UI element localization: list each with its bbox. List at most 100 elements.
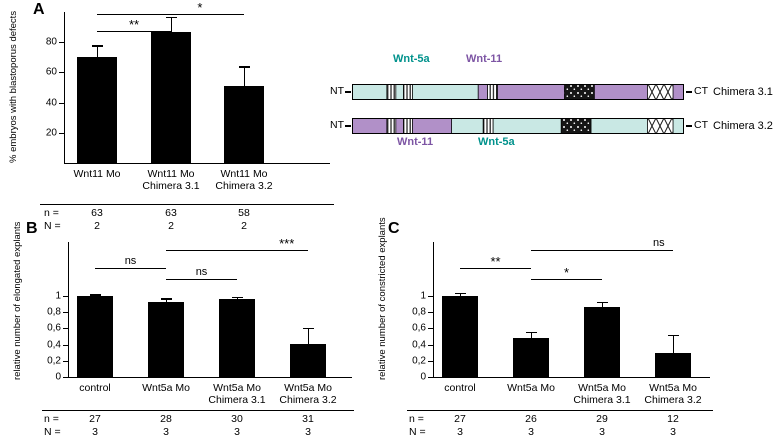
y-axis-line [64,12,65,164]
category-label: Wnt11 Mo [73,168,121,180]
error-bar-cap [454,292,466,295]
significance-line [531,250,673,252]
n-value: 12 [667,413,679,425]
error-bar-cap [231,296,243,299]
x-axis-line [433,377,710,378]
y-axis-line [433,242,434,378]
significance-line [460,268,531,270]
y-tick-label: 80 [45,36,57,48]
N-value: 3 [528,426,534,438]
n-row-label: n = [44,413,59,425]
ct-label-2: CT [694,119,708,131]
y-tick [63,360,68,362]
category-label: Wnt5a Mo [142,382,190,394]
N-value: 3 [670,426,676,438]
nt-dash-1 [345,91,351,93]
category-label: control [444,382,476,394]
error-bar-cap [596,301,608,304]
n-value: 31 [302,413,314,425]
construct-svg [352,118,684,134]
panel-b-label: B [26,220,38,237]
y-tick [63,328,68,330]
chart-constricted-explants: relative number of constricted explants 0… [365,217,778,443]
significance-label: * [197,0,203,15]
x-axis-line [64,163,330,164]
significance-label: * [563,265,570,280]
y-tick-label: 0,8 [412,306,426,318]
bar [290,343,326,377]
n-value: 26 [525,413,537,425]
error-bar-line [672,334,674,353]
chimera-3-1-name: Chimera 3.1 [713,86,773,98]
bar [224,85,264,163]
panel-a-label: A [33,1,45,18]
panel-c-label: C [388,220,400,237]
bar [77,57,117,163]
n-value: 63 [91,207,103,219]
y-tick [428,312,433,314]
y-tick [428,377,433,378]
n-value: 28 [160,413,172,425]
wnt5a-label-top: Wnt-5a [393,53,430,65]
y-tick-label: 0,4 [47,339,61,351]
construct-svg [352,84,684,100]
error-bar-cap [89,294,101,296]
y-tick-label: 0,4 [412,339,426,351]
y-tick-label: 0,2 [412,355,426,367]
y-tick [428,296,433,297]
y-axis-line [68,242,69,378]
error-bar-cap [525,331,537,334]
significance-line [166,250,308,252]
nt-dash-2 [345,125,351,127]
bar [77,296,113,377]
y-tick [59,132,64,134]
chimera-3-1-construct [352,84,684,100]
category-label: Wnt5a Mo Chimera 3.1 [573,382,631,406]
significance-label: ns [652,237,665,249]
category-label: Wnt11 Mo Chimera 3.2 [215,168,273,192]
y-tick [59,72,64,74]
y-tick [63,296,68,297]
N-row-label: N = [44,220,61,232]
y-tick [428,360,433,362]
error-bar-line [530,331,532,339]
N-value: 2 [241,220,247,232]
n-value: 58 [238,207,250,219]
y-tick-label: 0,8 [47,306,61,318]
y-axis-title: relative number of elongated explants [12,221,23,380]
error-bar-line [243,66,245,86]
bar [655,352,691,377]
chimera-3-2-name: Chimera 3.2 [713,120,773,132]
chimera-construct-diagram: Wnt-5a Wnt-11 NT CT Chimera 3.1 NT CT Ch… [330,40,778,162]
wnt5a-label-bottom: Wnt-5a [478,136,515,148]
y-tick [63,312,68,314]
N-value: 3 [92,426,98,438]
bar [219,299,255,377]
N-value: 3 [457,426,463,438]
y-tick-label: 1 [55,290,61,302]
y-tick [63,344,68,346]
y-tick-label: 40 [45,97,57,109]
category-label: Wnt5a Mo Chimera 3.2 [644,382,702,406]
error-bar-line [165,298,167,302]
y-axis-title: % embryos with blastoporus defects [8,10,19,163]
y-tick-label: 0,6 [412,322,426,334]
N-value: 2 [94,220,100,232]
N-value: 2 [168,220,174,232]
ct-label-1: CT [694,85,708,97]
y-tick [59,42,64,44]
category-label: Wnt5a Mo Chimera 3.2 [279,382,337,406]
wnt11-label-top: Wnt-11 [466,53,503,65]
error-bar-line [459,292,461,296]
N-value: 3 [305,426,311,438]
counts-rule [42,410,354,411]
significance-line [166,279,237,281]
n-value: 30 [231,413,243,425]
error-bar-line [601,301,603,307]
y-tick-label: 0 [420,371,426,383]
chart-blastoporus-defects: % embryos with blastoporus defects 20 40 60… [0,0,345,240]
bar [442,296,478,377]
y-tick [59,102,64,104]
error-bar-cap [165,16,177,19]
N-value: 3 [163,426,169,438]
